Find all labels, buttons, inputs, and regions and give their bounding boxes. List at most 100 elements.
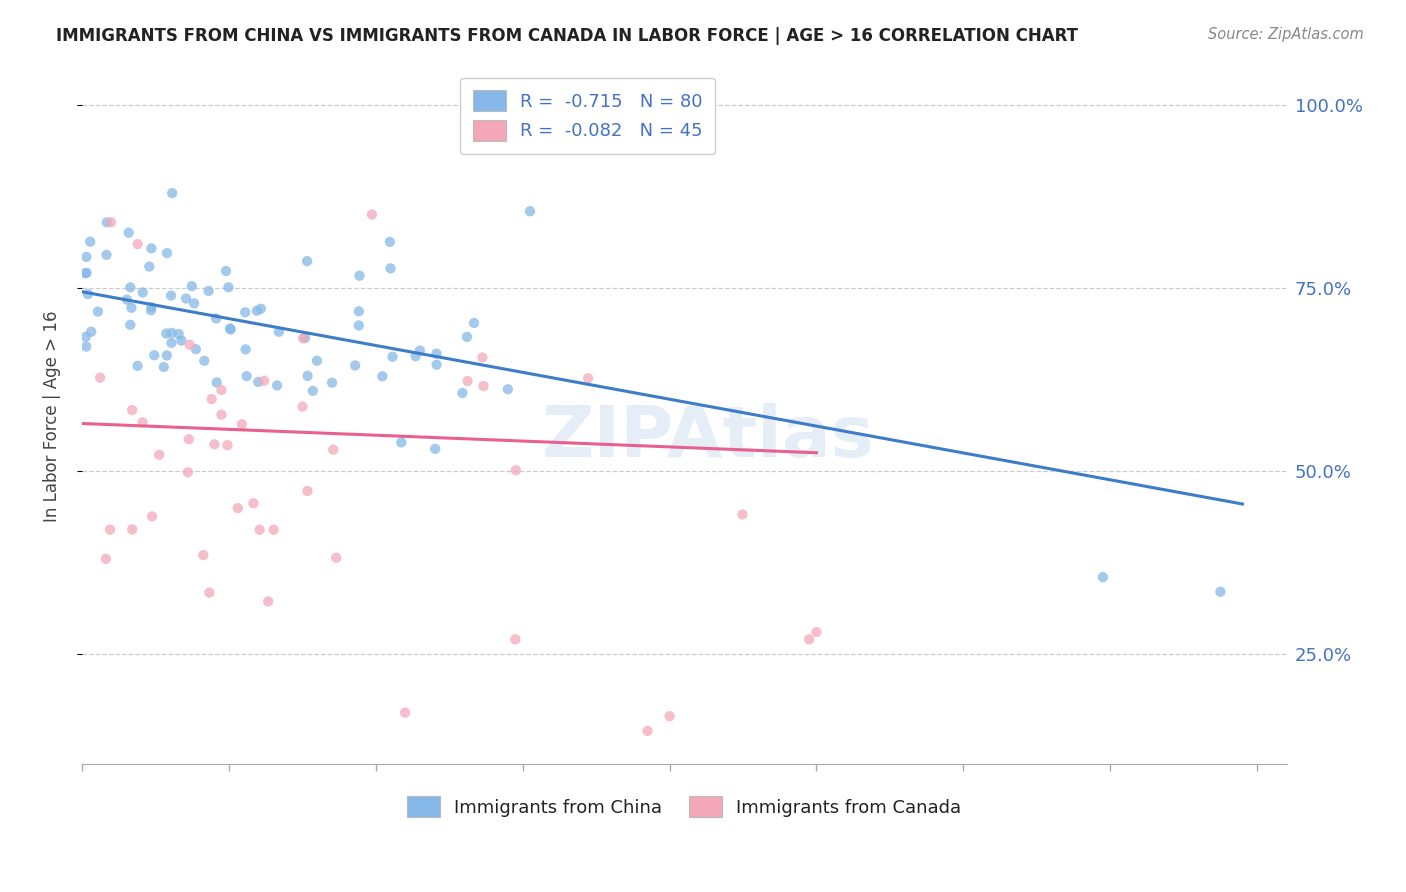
Text: Source: ZipAtlas.com: Source: ZipAtlas.com (1208, 27, 1364, 42)
Point (257, 594, 280, 608)
Point (121, 523, 143, 537)
Point (219, 322, 242, 336)
Point (79, 235, 101, 249)
Point (127, 359, 149, 373)
Point (96, 215, 118, 229)
Point (184, 342, 207, 356)
Point (211, 383, 233, 397)
Point (80, 325, 103, 339)
Point (505, 463, 527, 477)
Point (139, 303, 162, 318)
Point (242, 496, 264, 510)
Point (226, 501, 249, 516)
Point (180, 279, 202, 293)
Point (77, 287, 100, 301)
Point (253, 374, 276, 388)
Point (249, 523, 271, 537)
Y-axis label: In Labor Force | Age > 16: In Labor Force | Age > 16 (44, 310, 60, 522)
Point (389, 435, 412, 450)
Point (349, 268, 371, 283)
Point (347, 318, 370, 333)
Point (231, 417, 253, 432)
Point (205, 376, 228, 390)
Point (294, 331, 316, 345)
Point (219, 321, 242, 335)
Point (94, 552, 117, 566)
Point (160, 186, 183, 200)
Point (471, 351, 494, 365)
Point (170, 334, 193, 348)
Point (322, 442, 344, 457)
Point (266, 378, 288, 392)
Point (380, 261, 402, 276)
Point (394, 706, 416, 720)
Point (637, 723, 659, 738)
Point (177, 432, 200, 446)
Point (202, 437, 225, 451)
Point (198, 585, 221, 599)
Point (381, 350, 404, 364)
Point (160, 335, 183, 350)
Point (167, 326, 190, 341)
Point (75, 250, 97, 264)
Point (138, 260, 160, 274)
Point (155, 326, 177, 341)
Point (361, 208, 384, 222)
Point (347, 304, 370, 318)
Point (297, 483, 319, 498)
Point (209, 408, 232, 422)
Point (305, 353, 328, 368)
Point (496, 382, 519, 396)
Point (295, 254, 318, 268)
Point (425, 442, 447, 456)
Point (98, 523, 121, 537)
Point (235, 369, 257, 384)
Point (426, 358, 449, 372)
Point (193, 353, 215, 368)
Point (658, 709, 681, 723)
Point (463, 316, 485, 330)
Point (156, 246, 179, 260)
Point (141, 509, 163, 524)
Point (75, 330, 97, 344)
Point (127, 237, 149, 252)
Point (292, 331, 315, 345)
Point (576, 371, 599, 385)
Point (201, 392, 224, 406)
Legend: Immigrants from China, Immigrants from Canada: Immigrants from China, Immigrants from C… (399, 789, 969, 824)
Point (472, 379, 495, 393)
Point (76, 266, 98, 280)
Point (246, 303, 269, 318)
Point (451, 386, 474, 401)
Point (456, 330, 478, 344)
Point (131, 416, 153, 430)
Text: IMMIGRANTS FROM CHINA VS IMMIGRANTS FROM CANADA IN LABOR FORCE | AGE > 16 CORREL: IMMIGRANTS FROM CHINA VS IMMIGRANTS FROM… (56, 27, 1078, 45)
Point (806, 625, 828, 640)
Point (75, 339, 97, 353)
Point (247, 375, 270, 389)
Point (409, 343, 432, 358)
Point (193, 548, 215, 562)
Point (160, 288, 183, 302)
Point (505, 632, 527, 647)
Point (143, 348, 166, 362)
Point (115, 293, 138, 307)
Point (405, 349, 427, 363)
Point (75, 266, 97, 280)
Point (120, 280, 142, 294)
Point (156, 348, 179, 362)
Point (205, 311, 228, 326)
Point (519, 204, 541, 219)
Point (267, 325, 290, 339)
Point (371, 369, 394, 384)
Point (183, 296, 205, 310)
Point (177, 465, 200, 479)
Text: ZIPAtlas: ZIPAtlas (543, 402, 875, 472)
Point (87, 304, 110, 318)
Point (1091, 570, 1114, 584)
Point (217, 438, 239, 452)
Point (89, 370, 111, 384)
Point (141, 241, 163, 255)
Point (378, 235, 401, 249)
Point (174, 292, 197, 306)
